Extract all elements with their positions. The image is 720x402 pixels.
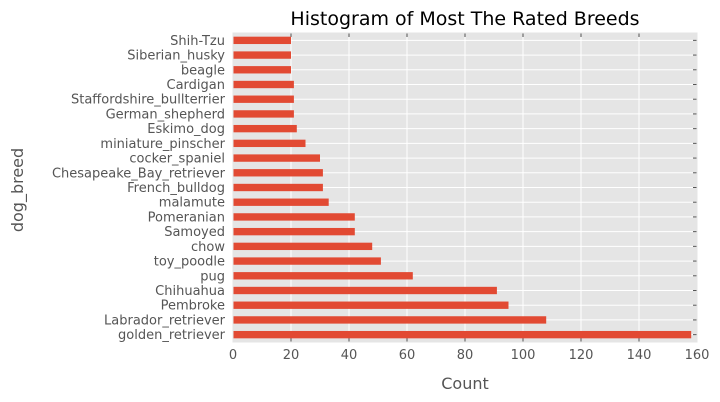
y-tick-label: Siberian_husky [127,49,225,64]
bar [233,330,692,339]
bar [233,316,547,324]
y-tick-label: toy_poodle [154,255,225,270]
y-tick-label: Labrador_retriever [104,313,226,328]
y-tick-label: Shih-Tzu [170,34,225,49]
x-tick-label: 120 [569,348,594,363]
bar [233,66,291,74]
x-tick-label: 40 [341,348,358,363]
y-tick-label: Chesapeake_Bay_retriever [52,166,226,181]
y-tick-label: Samoyed [164,225,225,240]
y-tick-label: Pomeranian [148,210,225,225]
bar [233,198,329,206]
x-tick-label: 100 [511,348,536,363]
y-tick-label: chow [191,240,225,255]
bar [233,242,373,251]
y-tick-label: German_shepherd [106,107,225,122]
y-tick-label: pug [200,269,225,284]
y-tick-label: French_bulldog [127,181,225,196]
bars [233,36,692,339]
y-tick-label: miniature_pinscher [100,137,225,152]
y-tick-label: Chihuahua [155,284,225,299]
bar [233,169,323,177]
y-tick-label: Pembroke [161,299,225,314]
bar [233,80,294,89]
bar [233,301,509,309]
bar [233,95,294,103]
y-tick-label: golden_retriever [118,328,226,343]
y-tick-labels: golden_retrieverLabrador_retrieverPembro… [52,34,226,343]
bar [233,51,291,59]
bar [233,257,381,265]
bar [233,227,355,236]
x-tick-label: 140 [627,348,652,363]
y-axis-title: dog_breed [8,148,28,232]
y-tick-label: Staffordshire_bullterrier [71,93,226,108]
x-tick-label: 60 [399,348,416,363]
y-tick-label: malamute [159,196,225,211]
chart-title: Histogram of Most The Rated Breeds [290,8,639,30]
y-tick-label: Cardigan [167,78,225,93]
y-tick-label: Eskimo_dog [147,122,225,137]
axis-frame [232,32,698,343]
x-tick-label: 80 [457,348,474,363]
x-tick-label: 160 [685,348,710,363]
x-tick-labels: 0 20 40 60 80 100 120 140 160 [229,348,710,363]
bar [233,110,294,118]
bar [233,183,323,192]
plot-border [232,32,698,343]
bar [233,154,320,162]
bar [233,286,497,295]
bar [233,139,306,148]
x-axis-title: Count [441,374,489,393]
bar [233,36,291,45]
x-tick-label: 0 [229,348,237,363]
bar [233,213,355,221]
x-tick-label: 20 [283,348,300,363]
bar [233,124,297,133]
y-tick-label: cocker_spaniel [129,152,225,167]
bar [233,272,413,280]
y-tick-label: beagle [181,63,225,78]
